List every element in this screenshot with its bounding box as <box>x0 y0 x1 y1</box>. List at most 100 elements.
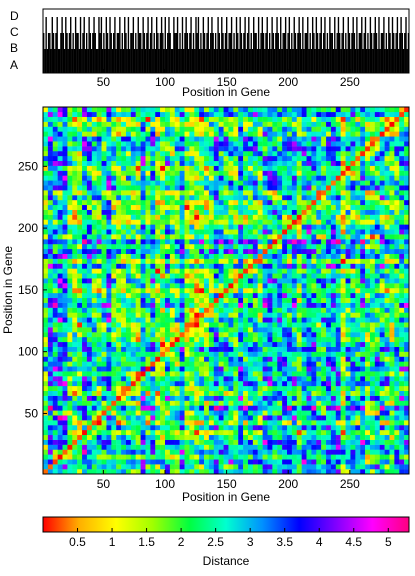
heatmap-cell <box>165 361 170 366</box>
heatmap-cell <box>385 366 390 371</box>
track-bar <box>259 49 260 73</box>
heatmap-cell <box>145 283 150 288</box>
heatmap-cell <box>63 283 68 288</box>
heatmap-cell <box>365 361 370 366</box>
heatmap-cell <box>346 190 351 195</box>
heatmap-cell <box>282 176 287 181</box>
heatmap-cell <box>316 352 321 357</box>
heatmap-cell <box>194 254 199 259</box>
heatmap-cell <box>199 303 204 308</box>
heatmap-cell <box>331 313 336 318</box>
heatmap-cell <box>331 327 336 332</box>
heatmap-cell <box>106 357 111 362</box>
heatmap-cell <box>399 386 404 391</box>
heatmap-cell <box>121 254 126 259</box>
heatmap-cell <box>263 259 268 264</box>
heatmap-cell <box>302 401 307 406</box>
heatmap-cell <box>43 445 48 450</box>
heatmap-cell <box>141 317 146 322</box>
heatmap-cell <box>194 288 199 293</box>
heatmap-cell <box>145 327 150 332</box>
heatmap-cell <box>238 337 243 342</box>
heatmap-cell <box>248 469 253 474</box>
heatmap-cell <box>287 357 292 362</box>
heatmap-cell <box>248 371 253 376</box>
heatmap-cell <box>199 337 204 342</box>
heatmap-cell <box>375 220 380 225</box>
heatmap-cell <box>155 425 160 430</box>
track-bar <box>346 49 347 73</box>
heatmap-cell <box>58 273 63 278</box>
heatmap-cell <box>380 171 385 176</box>
heatmap-cell <box>287 298 292 303</box>
heatmap-cell <box>87 210 92 215</box>
heatmap-cell <box>48 425 53 430</box>
heatmap-cell <box>355 190 360 195</box>
heatmap-cell <box>131 459 136 464</box>
heatmap-cell <box>302 239 307 244</box>
heatmap-cell <box>97 376 102 381</box>
heatmap-cell <box>272 405 277 410</box>
heatmap-cell <box>58 229 63 234</box>
heatmap-cell <box>92 381 97 386</box>
track-bar <box>324 17 325 73</box>
heatmap-cell <box>87 361 92 366</box>
heatmap-cell <box>292 459 297 464</box>
heatmap-cell <box>238 347 243 352</box>
heatmap-cell <box>58 322 63 327</box>
heatmap-cell <box>116 430 121 435</box>
heatmap-cell <box>58 317 63 322</box>
heatmap-cell <box>126 220 131 225</box>
heatmap-cell <box>92 229 97 234</box>
heatmap-cell <box>365 352 370 357</box>
heatmap-cell <box>43 298 48 303</box>
heatmap-cell <box>43 190 48 195</box>
heatmap-cell <box>43 430 48 435</box>
heatmap-cell <box>336 445 341 450</box>
heatmap-cell <box>287 337 292 342</box>
heatmap-cell <box>150 298 155 303</box>
heatmap-cell <box>326 317 331 322</box>
heatmap-cell <box>82 430 87 435</box>
heatmap-cell <box>253 357 258 362</box>
heatmap-cell <box>131 464 136 469</box>
heatmap-cell <box>365 180 370 185</box>
heatmap-cell <box>258 308 263 313</box>
heatmap-cell <box>194 283 199 288</box>
heatmap-cell <box>116 450 121 455</box>
heatmap-cell <box>126 166 131 171</box>
heatmap-cell <box>307 313 312 318</box>
heatmap-cell <box>199 342 204 347</box>
heatmap-cell <box>326 264 331 269</box>
track-bar <box>292 49 293 73</box>
heatmap-cell <box>209 440 214 445</box>
heatmap-cell <box>141 352 146 357</box>
heatmap-cell <box>272 396 277 401</box>
heatmap-cell <box>219 381 224 386</box>
heatmap-cell <box>136 332 141 337</box>
heatmap-cell <box>389 268 394 273</box>
heatmap-cell <box>385 234 390 239</box>
heatmap-cell <box>77 347 82 352</box>
heatmap-cell <box>336 454 341 459</box>
heatmap-cell <box>209 195 214 200</box>
heatmap-cell <box>360 171 365 176</box>
heatmap-cell <box>375 298 380 303</box>
heatmap-cell <box>165 430 170 435</box>
heatmap-cell <box>214 445 219 450</box>
heatmap-cell <box>292 450 297 455</box>
heatmap-cell <box>243 361 248 366</box>
track-bar <box>251 33 252 73</box>
heatmap-cell <box>360 200 365 205</box>
heatmap-cell <box>375 381 380 386</box>
heatmap-cell <box>209 254 214 259</box>
heatmap-cell <box>253 273 258 278</box>
heatmap-cell <box>307 283 312 288</box>
heatmap-cell <box>170 464 175 469</box>
heatmap-cell <box>243 376 248 381</box>
heatmap-cell <box>77 332 82 337</box>
track-bar <box>222 33 223 73</box>
heatmap-cell <box>404 454 409 459</box>
heatmap-cell <box>116 171 121 176</box>
heatmap-cell <box>292 185 297 190</box>
